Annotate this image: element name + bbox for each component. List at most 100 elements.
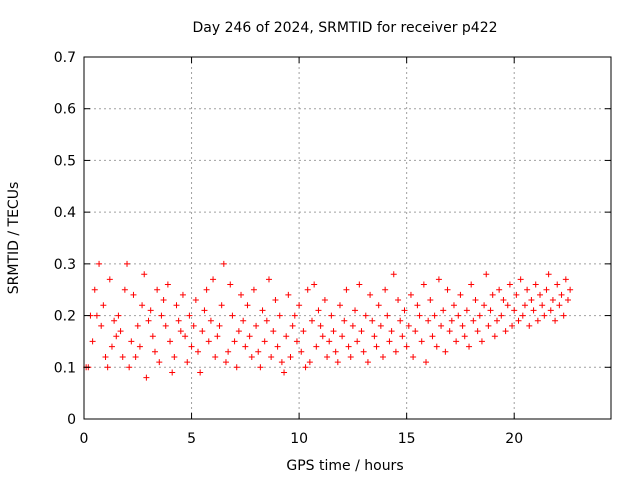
data-point (227, 281, 234, 288)
data-point (147, 307, 154, 314)
data-point (330, 328, 337, 335)
data-point (534, 317, 541, 324)
data-point (461, 333, 468, 340)
data-point (438, 322, 445, 329)
data-point (321, 297, 328, 304)
data-point (416, 312, 423, 319)
data-point (554, 281, 561, 288)
data-point (545, 271, 552, 278)
data-point (371, 333, 378, 340)
data-point (339, 333, 346, 340)
data-point (240, 317, 247, 324)
data-point (519, 312, 526, 319)
data-point (100, 302, 107, 309)
data-point (567, 286, 574, 293)
data-point (560, 312, 567, 319)
data-point (382, 286, 389, 293)
data-point (326, 338, 333, 345)
data-point (205, 338, 212, 345)
data-point (113, 333, 120, 340)
data-point (377, 322, 384, 329)
data-point (440, 307, 447, 314)
data-point (231, 338, 238, 345)
data-point (98, 322, 105, 329)
data-point (328, 312, 335, 319)
y-tick-label: 0.1 (54, 360, 76, 376)
data-point (246, 333, 253, 340)
data-point (214, 333, 221, 340)
data-point (364, 359, 371, 366)
data-point (343, 286, 350, 293)
data-point (225, 348, 232, 355)
data-point (453, 338, 460, 345)
data-point (457, 291, 464, 298)
data-point (375, 302, 382, 309)
data-point (158, 312, 165, 319)
data-point (182, 333, 189, 340)
data-point (244, 302, 251, 309)
data-point (539, 302, 546, 309)
data-point (136, 343, 143, 350)
plot-frame (83, 56, 612, 420)
data-point (115, 312, 122, 319)
data-point (412, 328, 419, 335)
data-point (102, 353, 109, 360)
data-point (304, 286, 311, 293)
data-point (302, 364, 309, 371)
data-point (216, 322, 223, 329)
data-point (341, 317, 348, 324)
data-point (472, 297, 479, 304)
data-point (268, 353, 275, 360)
data-point (498, 312, 505, 319)
data-point (526, 322, 533, 329)
data-point (558, 291, 565, 298)
data-point (106, 276, 113, 283)
data-point (278, 359, 285, 366)
data-point (281, 369, 288, 376)
data-point (379, 353, 386, 360)
data-point (373, 343, 380, 350)
data-point (356, 281, 363, 288)
x-tick-label: 15 (398, 431, 416, 447)
data-point (459, 322, 466, 329)
data-point (358, 328, 365, 335)
y-tick-label: 0.4 (54, 205, 76, 221)
data-point (483, 271, 490, 278)
data-point (562, 276, 569, 283)
data-point (218, 302, 225, 309)
data-point (397, 317, 404, 324)
data-point (259, 307, 266, 314)
data-point (405, 322, 412, 329)
data-point (315, 307, 322, 314)
data-point (263, 317, 270, 324)
y-tick-label: 0.2 (54, 309, 76, 325)
data-point (384, 312, 391, 319)
data-point (188, 343, 195, 350)
data-point (455, 312, 462, 319)
data-point (250, 286, 257, 293)
data-point (111, 317, 118, 324)
data-point (420, 281, 427, 288)
data-point (283, 333, 290, 340)
data-point (255, 348, 262, 355)
data-point (478, 338, 485, 345)
data-point (91, 286, 98, 293)
data-point (184, 359, 191, 366)
data-point (466, 343, 473, 350)
data-point (362, 312, 369, 319)
data-point (401, 307, 408, 314)
data-point (306, 359, 313, 366)
data-point (289, 322, 296, 329)
data-point (311, 281, 318, 288)
data-point (448, 317, 455, 324)
data-point (354, 338, 361, 345)
data-point (222, 359, 229, 366)
data-point (332, 348, 339, 355)
y-tick-label: 0.5 (54, 153, 76, 169)
data-point (139, 302, 146, 309)
data-point (388, 328, 395, 335)
data-point (171, 353, 178, 360)
data-point (199, 328, 206, 335)
y-tick-label: 0.3 (54, 257, 76, 273)
